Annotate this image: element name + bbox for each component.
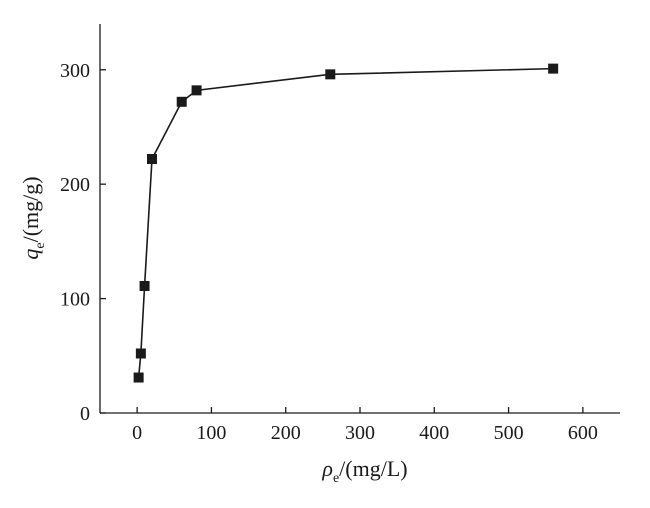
y-tick-label: 300 — [60, 60, 90, 82]
data-point-marker — [133, 372, 144, 383]
series-line — [137, 67, 554, 378]
x-axis-title: ρe/(mg/L) — [321, 456, 407, 486]
x-tick-label: 0 — [132, 422, 142, 444]
data-point-marker — [176, 96, 187, 107]
data-point-marker — [139, 281, 150, 292]
series-layer — [133, 63, 559, 383]
data-point-marker — [147, 154, 157, 165]
data-point-marker — [135, 348, 146, 359]
y-tick-label: 0 — [80, 403, 90, 425]
x-tick-label: 100 — [196, 422, 226, 444]
x-axis-ticks: 0 100 200 300 400 500 600 — [132, 407, 598, 444]
data-point-marker — [325, 69, 336, 80]
data-point-marker — [548, 63, 559, 74]
x-tick-label: 300 — [345, 422, 375, 444]
y-axis-title: qe/(mg/g) — [18, 176, 48, 259]
y-tick-label: 200 — [60, 174, 90, 196]
data-point-marker — [191, 85, 202, 96]
x-tick-label: 600 — [568, 422, 598, 444]
x-tick-label: 200 — [271, 422, 301, 444]
x-tick-label: 400 — [419, 422, 449, 444]
x-tick-label: 500 — [494, 422, 524, 444]
y-tick-label: 100 — [60, 289, 90, 311]
plot-frame — [99, 24, 620, 414]
y-axis-ticks: 0 100 200 300 — [60, 60, 106, 425]
